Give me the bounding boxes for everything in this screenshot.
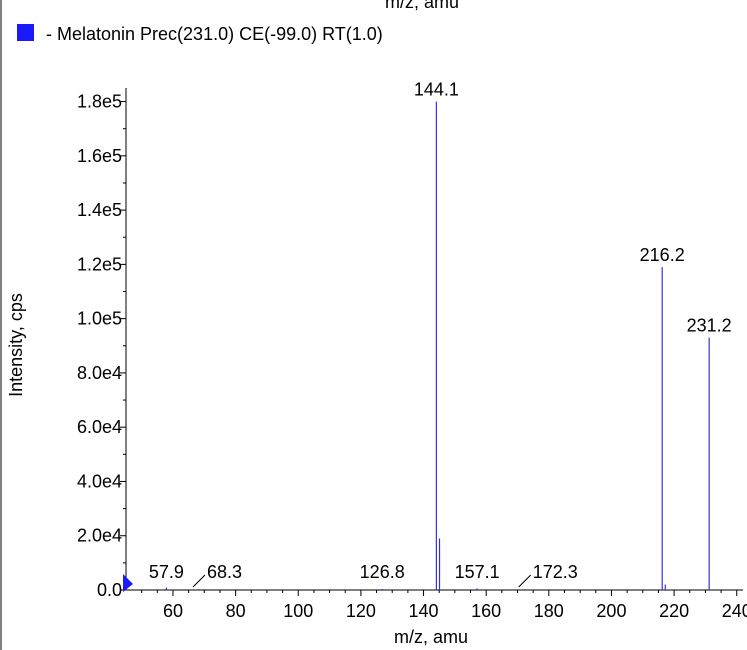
peak-label: 216.2 (640, 245, 685, 265)
peak-label: 144.1 (414, 80, 459, 100)
y-tick-label: 1.6e5 (77, 146, 122, 166)
peaks (165, 101, 710, 590)
legend-label: - Melatonin Prec(231.0) CE(-99.0) RT(1.0… (46, 24, 383, 44)
y-tick-label: 6.0e4 (77, 417, 122, 437)
peak-label: 68.3 (207, 562, 242, 582)
peak-label: 126.8 (360, 562, 405, 582)
y-tick-label: 1.8e5 (77, 92, 122, 112)
x-tick-label: 80 (226, 601, 246, 621)
y-axis-label: Intensity, cps (6, 293, 26, 397)
legend-swatch (17, 24, 34, 41)
x-tick-label: 120 (346, 601, 376, 621)
peak-label: 231.2 (687, 316, 732, 336)
x-tick-label: 160 (471, 601, 501, 621)
y-ticks: 0.0 2.0e4 4.0e4 6.0e4 8.0e4 1.0e5 1.2e5 1.4e5 1.… (77, 92, 126, 600)
x-ticks: 60 80 100 120 140 160 180 200 220 240 (141, 590, 747, 621)
x-tick-label: 180 (534, 601, 564, 621)
x-tick-label: 200 (596, 601, 626, 621)
x-axis-label: m/z, amu (394, 627, 468, 647)
peak-label: 172.3 (533, 562, 578, 582)
x-tick-label: 220 (659, 601, 689, 621)
y-tick-label: 1.2e5 (77, 254, 122, 274)
y-tick-label: 0.0 (97, 580, 122, 600)
peak-label-leader (192, 574, 206, 588)
top-caption: m/z, amu (385, 0, 459, 12)
peak-label-leader (518, 574, 532, 588)
start-marker-icon (123, 574, 133, 592)
peak-label: 157.1 (455, 562, 500, 582)
x-tick-label: 60 (163, 601, 183, 621)
y-tick-label: 1.0e5 (77, 309, 122, 329)
x-tick-label: 240 (722, 601, 747, 621)
y-tick-label: 2.0e4 (77, 526, 122, 546)
peak-label: 57.9 (149, 562, 184, 582)
peak-labels: 144.1 216.2 231.2 57.9 68.3 126.8 157.1 172.3 (149, 80, 732, 588)
x-tick-label: 100 (283, 601, 313, 621)
y-tick-label: 4.0e4 (77, 471, 122, 491)
y-tick-label: 8.0e4 (77, 363, 122, 383)
y-tick-label: 1.4e5 (77, 200, 122, 220)
axes (125, 88, 743, 591)
x-tick-label: 140 (409, 601, 439, 621)
